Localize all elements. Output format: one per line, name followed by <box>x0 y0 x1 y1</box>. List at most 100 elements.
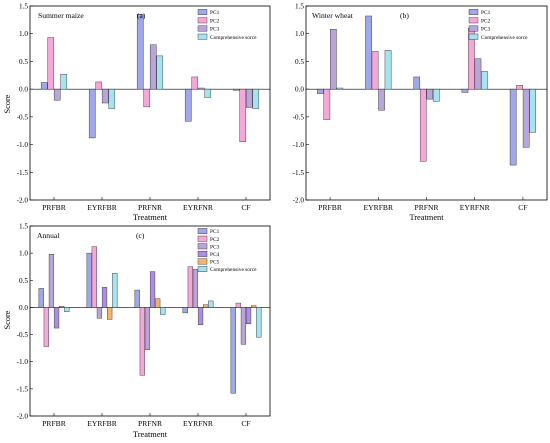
bar-prfnr-pc3 <box>426 88 434 100</box>
x-tick-label: CF <box>241 419 250 428</box>
legend-swatch <box>197 17 208 24</box>
y-tick-label: -1.5 <box>17 385 29 393</box>
y-tick-label: -1.0 <box>17 141 29 149</box>
bar-eyrfbr-comprehensive-sorce <box>112 273 118 308</box>
bar-eyrfnr-pc3 <box>197 87 205 90</box>
bar-eyrfnr-comprehensive-sorce <box>204 88 212 98</box>
x-tick-label: PRFBR <box>42 203 67 212</box>
y-tick-label: -0.5 <box>293 113 305 121</box>
bar-prfnr-pc1 <box>413 76 421 90</box>
x-axis-label: Treatment <box>133 430 168 439</box>
chart-panel-2: 1.5 1.0 0.5 0.0 -0.5 -1.0 -1.5 -2.0 PRFBR EYRFBR P… <box>293 3 548 222</box>
x-tick-label: EYRFBR <box>87 203 117 212</box>
bar-prfnr-pc3 <box>144 307 151 350</box>
bar-eyrfnr-pc4 <box>197 307 204 325</box>
y-tick-label: -2.0 <box>293 197 305 205</box>
legend-entry: Comprehensive sorce <box>481 35 528 41</box>
bar-cf-pc3 <box>522 88 530 148</box>
y-tick-label: -0.5 <box>17 331 29 339</box>
bar-prfbr-pc3 <box>330 29 337 90</box>
bar-prfbr-pc2 <box>323 88 331 120</box>
bar-eyrfbr-pc1 <box>365 15 372 90</box>
bar-prfbr-pc3 <box>53 88 61 101</box>
x-tick-label: EYRFNR <box>183 203 214 212</box>
bar-eyrfbr-pc4 <box>101 287 108 308</box>
bar-prfbr-comprehensive-sorce <box>60 73 68 90</box>
y-tick-label: -2.0 <box>17 197 29 205</box>
bar-prfbr-comprehensive-sorce <box>336 87 344 90</box>
x-tick-label: EYRFBR <box>87 419 117 428</box>
bar-eyrfnr-pc2 <box>191 76 199 90</box>
y-tick-label: 0.5 <box>19 58 28 66</box>
bar-cf-pc2 <box>516 85 523 90</box>
x-tick-label: PRFNR <box>414 203 439 212</box>
y-axis-label: Score <box>3 94 12 113</box>
bar-prfnr-pc3 <box>149 44 157 90</box>
bar-eyrfbr-comprehensive-sorce <box>108 88 116 109</box>
legend-swatch <box>197 250 208 257</box>
bar-eyrfnr-pc1 <box>184 88 192 122</box>
x-tick-label: EYRFNR <box>460 203 491 212</box>
bar-prfnr-pc5 <box>155 298 161 308</box>
y-tick-label: 1.0 <box>19 30 28 38</box>
bar-cf-pc4 <box>245 307 252 324</box>
legend-entry: PC4 <box>210 252 220 258</box>
legend-entry: PC2 <box>210 18 220 24</box>
bar-prfnr-pc2 <box>419 88 427 162</box>
bar-prfbr-pc1 <box>38 288 44 308</box>
legend: PC1 PC2 PC3 Comprehensive sorce <box>468 9 528 41</box>
bar-prfbr-pc5 <box>59 306 65 308</box>
x-tick-label: EYRFNR <box>183 419 214 428</box>
panel-title: Winter wheat <box>312 11 354 20</box>
bar-prfbr-comprehensive-sorce <box>64 307 70 312</box>
legend-entry: PC1 <box>210 10 220 16</box>
x-axis-label: Treatment <box>409 213 444 222</box>
bar-eyrfbr-pc3 <box>101 88 109 104</box>
bar-eyrfnr-comprehensive-sorce <box>208 300 214 308</box>
x-tick-label: PRFBR <box>42 419 67 428</box>
bar-eyrfnr-pc5 <box>203 304 209 308</box>
bar-prfbr-pc2 <box>43 307 49 347</box>
bar-prfbr-pc1 <box>317 88 324 94</box>
y-tick-label: -2.0 <box>17 413 29 421</box>
bar-cf-pc1 <box>509 88 517 166</box>
panel-title: Annual <box>37 231 59 240</box>
legend-swatch <box>197 33 208 40</box>
legend-entry: Comprehensive sorce <box>210 35 257 41</box>
y-tick-label: -0.5 <box>17 113 29 121</box>
legend: PC1 PC2 PC3 Comprehensive sorce <box>197 9 257 41</box>
bar-cf-pc1 <box>230 307 236 394</box>
panel-title: Summer maize <box>38 11 84 20</box>
legend-swatch <box>468 9 479 15</box>
x-tick-label: PRFNR <box>138 419 163 428</box>
bar-cf-pc3 <box>245 88 253 108</box>
y-tick-label: -1.0 <box>17 358 29 366</box>
x-tick-label: PRFBR <box>318 203 343 212</box>
bar-prfnr-pc2 <box>139 307 145 376</box>
y-tick-label: 0.5 <box>295 58 304 66</box>
legend-swatch <box>197 258 208 265</box>
y-tick-label: 0.0 <box>295 86 304 94</box>
bar-prfnr-pc1 <box>134 289 140 308</box>
bar-cf-comprehensive-sorce <box>252 88 260 109</box>
bar-prfbr-pc3 <box>48 254 55 308</box>
legend-entry: PC2 <box>210 237 220 243</box>
bar-prfbr-pc2 <box>47 37 55 90</box>
bar-prfnr-pc1 <box>136 14 144 90</box>
bar-prfbr-pc1 <box>40 82 48 90</box>
bar-eyrfbr-pc1 <box>86 252 92 308</box>
panel-label: (b) <box>400 11 409 20</box>
legend-entry: PC3 <box>210 244 220 250</box>
bar-cf-comprehensive-sorce <box>529 88 536 133</box>
bar-eyrfbr-comprehensive-sorce <box>384 50 392 90</box>
x-tick-label: CF <box>518 203 527 212</box>
legend-entry: PC1 <box>481 10 491 16</box>
bar-eyrfnr-pc1 <box>182 307 188 314</box>
bar-prfnr-comprehensive-sorce <box>432 88 440 102</box>
y-tick-label: 0.0 <box>19 304 28 312</box>
bar-prfnr-comprehensive-sorce <box>160 307 166 315</box>
y-tick-label: 1.5 <box>19 3 28 11</box>
x-axis-label: Treatment <box>133 213 168 222</box>
